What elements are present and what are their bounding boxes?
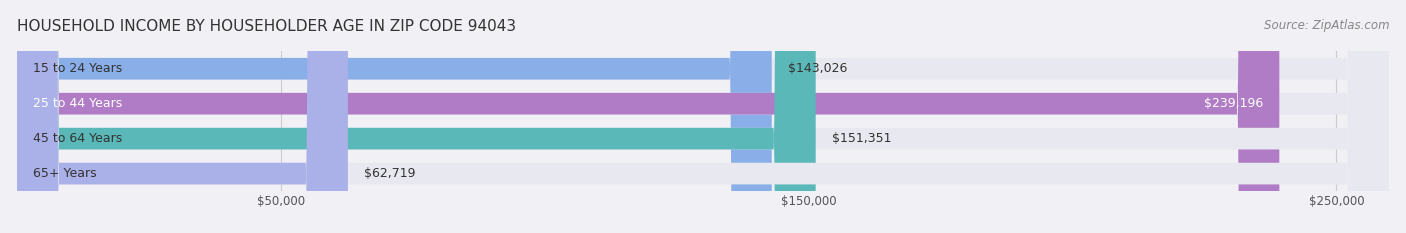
Text: 65+ Years: 65+ Years	[32, 167, 97, 180]
FancyBboxPatch shape	[17, 0, 347, 233]
Text: 25 to 44 Years: 25 to 44 Years	[32, 97, 122, 110]
Text: $151,351: $151,351	[831, 132, 891, 145]
Text: $239,196: $239,196	[1205, 97, 1264, 110]
FancyBboxPatch shape	[17, 0, 815, 233]
Text: 45 to 64 Years: 45 to 64 Years	[32, 132, 122, 145]
FancyBboxPatch shape	[17, 0, 1279, 233]
FancyBboxPatch shape	[17, 0, 1389, 233]
Text: $143,026: $143,026	[787, 62, 846, 75]
FancyBboxPatch shape	[17, 0, 1389, 233]
Text: Source: ZipAtlas.com: Source: ZipAtlas.com	[1264, 19, 1389, 32]
FancyBboxPatch shape	[17, 0, 1389, 233]
FancyBboxPatch shape	[17, 0, 772, 233]
Text: HOUSEHOLD INCOME BY HOUSEHOLDER AGE IN ZIP CODE 94043: HOUSEHOLD INCOME BY HOUSEHOLDER AGE IN Z…	[17, 19, 516, 34]
Text: 15 to 24 Years: 15 to 24 Years	[32, 62, 122, 75]
Text: $62,719: $62,719	[364, 167, 415, 180]
FancyBboxPatch shape	[17, 0, 1389, 233]
